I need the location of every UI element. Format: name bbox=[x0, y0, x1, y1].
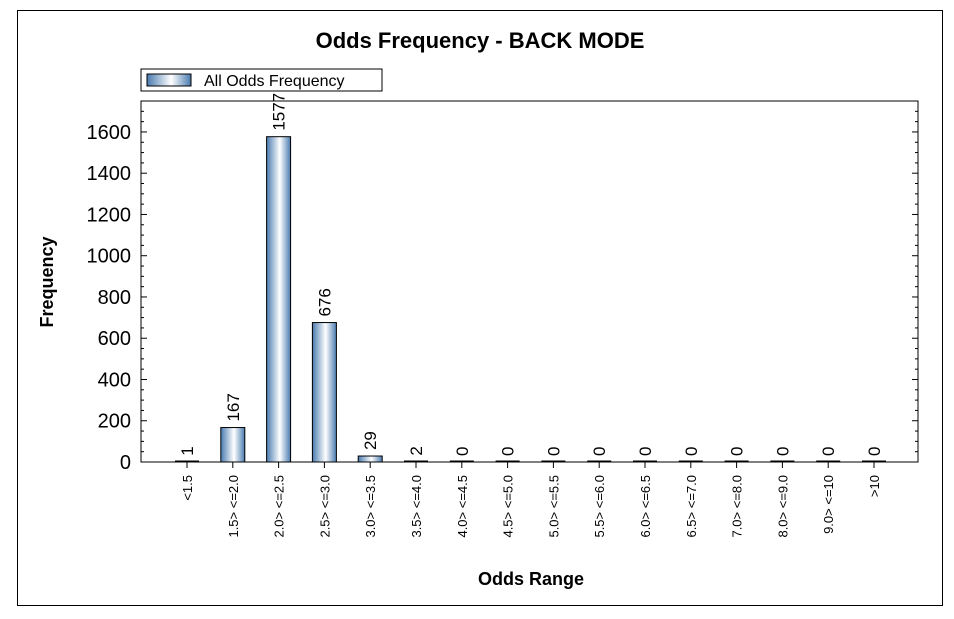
data-label: 676 bbox=[315, 288, 334, 316]
chart-title: Odds Frequency - BACK MODE bbox=[316, 28, 645, 53]
x-tick-label: 1.5> <=2.0 bbox=[226, 475, 241, 538]
data-label: 0 bbox=[636, 447, 655, 456]
bar bbox=[357, 455, 383, 463]
y-tick-label: 1200 bbox=[87, 204, 132, 226]
data-label: 2 bbox=[407, 446, 426, 455]
chart-frame bbox=[17, 10, 943, 606]
y-tick-label: 800 bbox=[98, 287, 131, 309]
data-label: 0 bbox=[453, 447, 472, 456]
bar bbox=[266, 136, 292, 463]
x-tick-label: 2.5> <=3.0 bbox=[317, 475, 332, 538]
data-label: 29 bbox=[361, 431, 380, 450]
x-tick-label: >10 bbox=[867, 475, 882, 497]
x-tick-label: 5.0> <=5.5 bbox=[546, 475, 561, 538]
x-axis-title: Odds Range bbox=[478, 569, 584, 589]
legend-label: All Odds Frequency bbox=[204, 73, 345, 90]
x-tick-label: 9.0> <=10 bbox=[821, 475, 836, 534]
data-label: 0 bbox=[728, 447, 747, 456]
x-tick-label: 4.0> <=4.5 bbox=[455, 475, 470, 538]
y-tick-label: 1400 bbox=[87, 163, 132, 185]
x-tick-label: 3.5> <=4.0 bbox=[409, 475, 424, 538]
data-label: 0 bbox=[499, 447, 518, 456]
bar bbox=[311, 322, 337, 463]
data-label: 0 bbox=[819, 447, 838, 456]
x-tick-label: 5.5> <=6.0 bbox=[592, 475, 607, 538]
bar bbox=[220, 427, 246, 463]
data-label: 1 bbox=[178, 446, 197, 455]
legend: All Odds Frequency bbox=[140, 68, 383, 92]
data-label: 0 bbox=[544, 447, 563, 456]
y-tick-label: 600 bbox=[98, 328, 131, 350]
plot-area: 020040060080010001200140016001<1.51671.5… bbox=[87, 93, 919, 538]
y-tick-label: 400 bbox=[98, 369, 131, 391]
x-tick-label: 4.5> <=5.0 bbox=[501, 475, 516, 538]
y-tick-label: 1600 bbox=[87, 122, 132, 144]
y-tick-label: 1000 bbox=[87, 246, 132, 268]
data-label: 1577 bbox=[270, 93, 289, 131]
data-label: 0 bbox=[590, 447, 609, 456]
x-tick-label: 7.0> <=8.0 bbox=[730, 475, 745, 538]
x-tick-label: 6.0> <=6.5 bbox=[638, 475, 653, 538]
data-label: 0 bbox=[682, 447, 701, 456]
data-label: 167 bbox=[224, 393, 243, 421]
x-tick-label: 3.0> <=3.5 bbox=[363, 475, 378, 538]
x-tick-label: 8.0> <=9.0 bbox=[775, 475, 790, 538]
legend-box bbox=[140, 68, 383, 92]
data-label: 0 bbox=[865, 447, 884, 456]
x-tick-label: <1.5 bbox=[180, 475, 195, 501]
x-tick-label: 6.5> <=7.0 bbox=[684, 475, 699, 538]
x-tick-label: 2.0> <=2.5 bbox=[272, 475, 287, 538]
plot-border bbox=[140, 100, 919, 463]
y-tick-label: 200 bbox=[98, 411, 131, 433]
y-tick-label: 0 bbox=[120, 452, 131, 474]
data-label: 0 bbox=[773, 447, 792, 456]
y-axis-title: Frequency bbox=[37, 236, 57, 327]
legend-swatch bbox=[146, 73, 192, 87]
